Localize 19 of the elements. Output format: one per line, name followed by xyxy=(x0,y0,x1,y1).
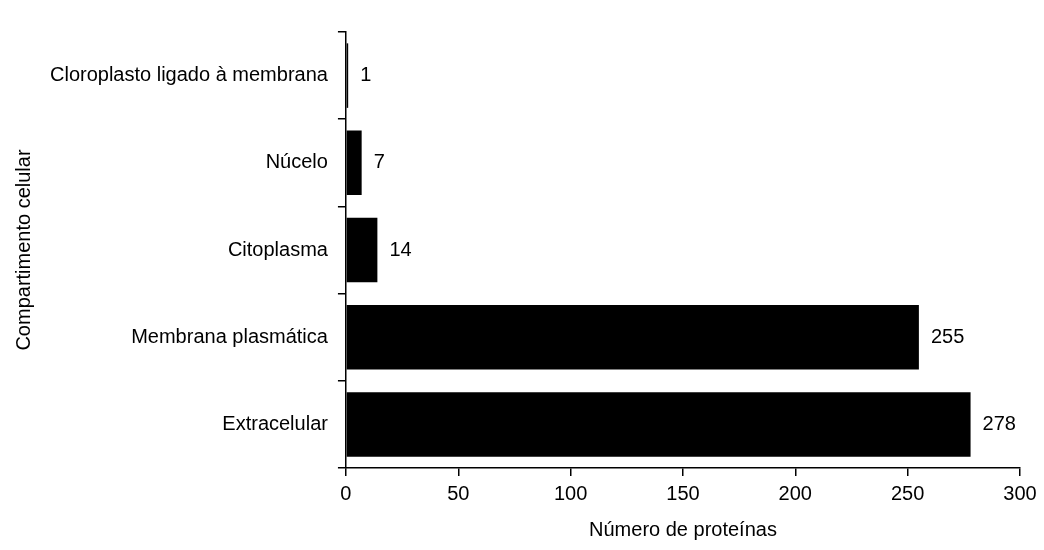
y-tick-label: Extracelular xyxy=(222,411,329,434)
y-tick-label: Cloroplasto ligado à membrana xyxy=(49,63,329,86)
y-axis-title: Compartimento celular xyxy=(11,149,34,351)
data-label: 14 xyxy=(389,237,412,260)
x-tick-label: 0 xyxy=(340,481,352,504)
x-tick-label: 150 xyxy=(666,481,700,504)
data-label: 278 xyxy=(982,411,1016,434)
x-tick-label: 250 xyxy=(890,481,925,504)
data-label: 7 xyxy=(373,150,385,173)
x-tick-label: 100 xyxy=(553,481,588,504)
y-tick-label: Membrana plasmática xyxy=(131,324,329,347)
y-tick-label: Núcelo xyxy=(265,150,328,173)
data-label: 255 xyxy=(930,324,965,347)
data-label: 1 xyxy=(360,63,372,86)
x-tick-label: 50 xyxy=(447,481,470,504)
x-axis-title: Número de proteínas xyxy=(589,517,777,540)
y-tick-label: Citoplasma xyxy=(227,237,329,260)
x-tick-label: 300 xyxy=(1003,481,1037,504)
x-tick-label: 200 xyxy=(778,481,812,504)
